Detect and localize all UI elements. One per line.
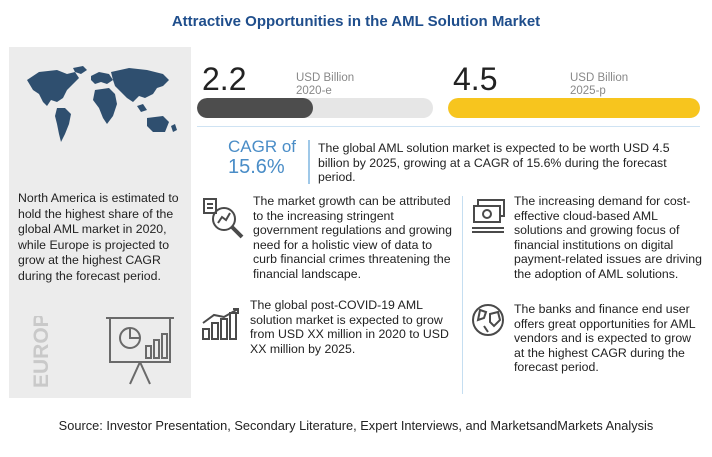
cagr-description: The global AML solution market is expect… (318, 141, 670, 184)
market-2025-value: 4.5 (453, 61, 498, 97)
bar-growth-icon (202, 308, 239, 340)
market-2020-bar (197, 98, 433, 118)
market-2025-unit: USD Billion (570, 72, 629, 84)
page-title: Attractive Opportunities in the AML Solu… (171, 13, 541, 30)
cash-stack-icon (472, 199, 505, 233)
market-2020-unit: USD Billion (296, 72, 355, 84)
market-2025-bar (448, 98, 700, 118)
globe-icon (472, 304, 504, 336)
market-2020-bar-fill (197, 98, 313, 118)
presentation-chart-icon (106, 317, 174, 385)
market-2020-value: 2.2 (202, 61, 247, 97)
insight-banks: The banks and finance end user offers gr… (514, 302, 696, 375)
cagr-label: CAGR of (228, 137, 297, 156)
insight-covid: The global post-COVID-19 AML solution ma… (250, 298, 449, 356)
insight-demand: The increasing demand for cost-effective… (514, 194, 702, 281)
cagr-separator (308, 140, 310, 184)
market-2025-year: 2025-p (570, 85, 606, 97)
market-2020-year: 2020-e (296, 85, 332, 97)
magnifier-chart-icon (203, 198, 244, 239)
cagr-value: 15.6% (228, 156, 285, 178)
europe-label-text: EUROPE (30, 316, 53, 388)
insight-growth: The market growth can be attributed to t… (253, 194, 452, 281)
column-divider (462, 196, 463, 394)
europe-label: EUROPE (30, 316, 53, 388)
left-summary: North America is estimated to hold the h… (18, 191, 179, 283)
world-map-icon (27, 66, 177, 142)
market-2025-bar-fill (448, 98, 700, 118)
source-note: Source: Investor Presentation, Secondary… (58, 418, 654, 433)
divider-top (197, 126, 700, 127)
